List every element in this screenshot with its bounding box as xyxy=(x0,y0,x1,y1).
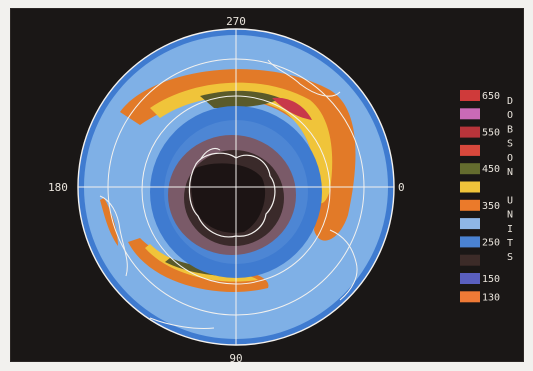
orange-patch-west xyxy=(100,198,118,246)
antarctic-peninsula xyxy=(199,147,221,161)
label-180: 180 xyxy=(48,181,68,194)
legend-swatch xyxy=(460,236,480,248)
coastline-west xyxy=(99,195,128,277)
legend-ticks: 650 550 450 350 250 150 130 xyxy=(482,91,500,303)
legend-swatch xyxy=(460,126,480,138)
label-0: 0 xyxy=(398,181,405,194)
red-patch-north xyxy=(272,97,312,120)
legend-swatch xyxy=(460,163,480,175)
coastline-south xyxy=(149,317,215,329)
legend-swatch xyxy=(460,218,480,230)
ozone-hole-center xyxy=(191,163,266,233)
legend-tick-label: 150 xyxy=(482,274,500,285)
antarctica-outline xyxy=(188,152,276,238)
legend-tick-label: 350 xyxy=(482,201,500,212)
legend-swatch xyxy=(460,144,480,156)
legend-swatch xyxy=(460,199,480,211)
legend-title-letter: S xyxy=(507,139,513,150)
legend-tick-label: 250 xyxy=(482,237,500,248)
legend-swatch xyxy=(460,108,480,120)
legend-tick-label: 450 xyxy=(482,164,500,175)
legend-tick-label: 130 xyxy=(482,292,500,303)
coastline-north xyxy=(267,59,341,97)
ozone-globe xyxy=(77,28,395,346)
legend-swatch xyxy=(460,291,480,303)
legend-title-letter: B xyxy=(507,124,513,135)
legend-title-letter: I xyxy=(507,224,513,235)
label-90: 90 xyxy=(229,352,242,365)
olive-patch-north xyxy=(200,90,280,108)
legend-title-letter: O xyxy=(507,153,513,164)
label-270: 270 xyxy=(226,15,246,28)
legend-title-letter: S xyxy=(507,252,513,263)
legend-title-letter: U xyxy=(507,195,513,206)
yellow-ozone-arc-north xyxy=(150,82,333,204)
legend-title-letter: T xyxy=(507,238,513,249)
legend-tick-label: 550 xyxy=(482,128,500,139)
legend-title-letter: N xyxy=(507,167,513,178)
legend-swatches xyxy=(460,90,480,303)
legend-swatch xyxy=(460,254,480,266)
legend-swatch xyxy=(460,181,480,193)
legend-title-letter: O xyxy=(507,110,513,121)
legend-swatch xyxy=(460,90,480,101)
coastline-east xyxy=(329,229,358,301)
legend-title-letter: N xyxy=(507,210,513,221)
legend-swatch xyxy=(460,273,480,284)
legend-tick-label: 650 xyxy=(482,91,500,102)
legend-title-letter: D xyxy=(507,96,513,107)
